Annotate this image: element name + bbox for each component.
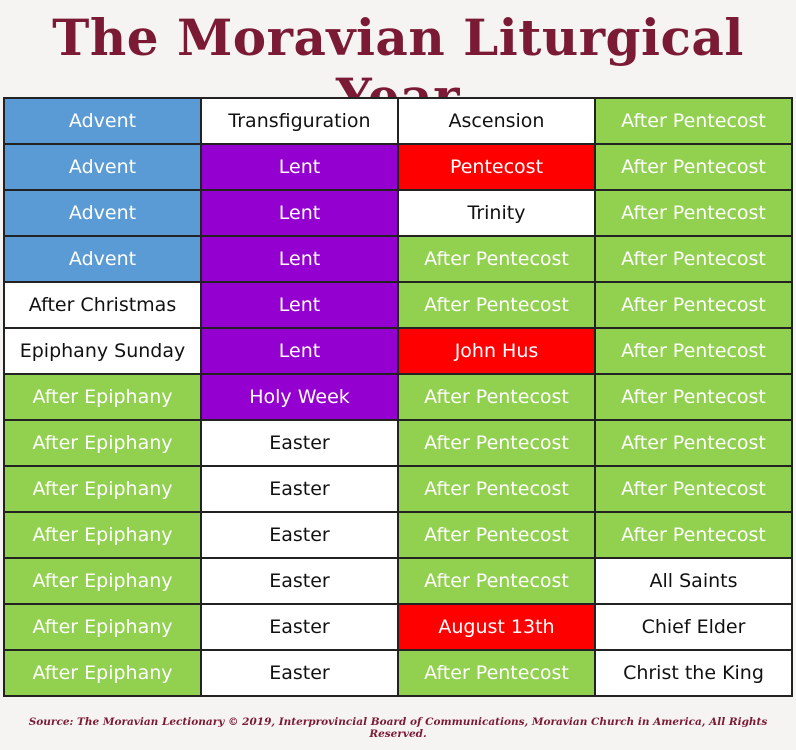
page-title: The Moravian Liturgical Year [52,8,744,126]
season-cell: Advent [3,189,202,237]
season-cell: After Pentecost [594,97,793,145]
season-cell: After Pentecost [594,465,793,513]
table-row: After Epiphany Holy Week After Pentecost Af… [3,373,793,421]
table-row: Advent Lent Trinity After Pentecost [3,189,793,237]
season-cell: After Pentecost [397,235,596,283]
season-cell: Easter [200,557,399,605]
season-cell: After Epiphany [3,465,202,513]
table-row: Epiphany Sunday Lent John Hus After Penteco… [3,327,793,375]
season-cell: Easter [200,603,399,651]
season-cell: John Hus [397,327,596,375]
season-cell: Ascension [397,97,596,145]
table-row: After Christmas Lent After Pentecost After … [3,281,793,329]
season-cell: After Pentecost [397,465,596,513]
season-cell: After Epiphany [3,373,202,421]
season-cell: Easter [200,419,399,467]
season-cell: After Pentecost [397,419,596,467]
liturgical-year-table: Advent Transfiguration Ascension After Pent… [3,97,793,697]
season-cell: After Pentecost [594,143,793,191]
season-cell: After Pentecost [594,327,793,375]
season-cell: Holy Week [200,373,399,421]
table-row: After Epiphany Easter After Pentecost All S… [3,557,793,605]
season-cell: Lent [200,189,399,237]
season-cell: After Pentecost [594,189,793,237]
season-cell: After Pentecost [594,281,793,329]
season-cell: After Epiphany [3,419,202,467]
season-cell: Advent [3,97,202,145]
table-row: Advent Transfiguration Ascension After Pent… [3,97,793,145]
season-cell: Advent [3,235,202,283]
season-cell: Chief Elder [594,603,793,651]
season-cell: Easter [200,511,399,559]
season-cell: After Epiphany [3,603,202,651]
season-cell: Christ the King [594,649,793,697]
season-cell: Transfiguration [200,97,399,145]
season-cell: Epiphany Sunday [3,327,202,375]
season-cell: After Pentecost [594,373,793,421]
season-cell: After Pentecost [397,281,596,329]
table-row: After Epiphany Easter After Pentecost After… [3,511,793,559]
season-cell: Lent [200,143,399,191]
season-cell: After Epiphany [3,557,202,605]
table-row: After Epiphany Easter After Pentecost Chris… [3,649,793,697]
table-row: Advent Lent After Pentecost After Pentecost [3,235,793,283]
table-row: Advent Lent Pentecost After Pentecost [3,143,793,191]
season-cell: After Christmas [3,281,202,329]
season-cell: Lent [200,235,399,283]
table-row: After Epiphany Easter After Pentecost After… [3,419,793,467]
season-cell: Lent [200,327,399,375]
table-row: After Epiphany Easter After Pentecost After… [3,465,793,513]
source-footer: Source: The Moravian Lectionary © 2019, … [28,716,768,740]
season-cell: After Pentecost [594,235,793,283]
season-cell: Easter [200,465,399,513]
season-cell: Lent [200,281,399,329]
season-cell: Pentecost [397,143,596,191]
season-cell: All Saints [594,557,793,605]
season-cell: After Pentecost [594,419,793,467]
season-cell: After Epiphany [3,511,202,559]
season-cell: After Epiphany [3,649,202,697]
season-cell: After Pentecost [594,511,793,559]
season-cell: After Pentecost [397,557,596,605]
season-cell: August 13th [397,603,596,651]
season-cell: After Pentecost [397,373,596,421]
table-row: After Epiphany Easter August 13th Chief Eld… [3,603,793,651]
season-cell: Advent [3,143,202,191]
season-cell: Trinity [397,189,596,237]
season-cell: After Pentecost [397,511,596,559]
season-cell: Easter [200,649,399,697]
season-cell: After Pentecost [397,649,596,697]
